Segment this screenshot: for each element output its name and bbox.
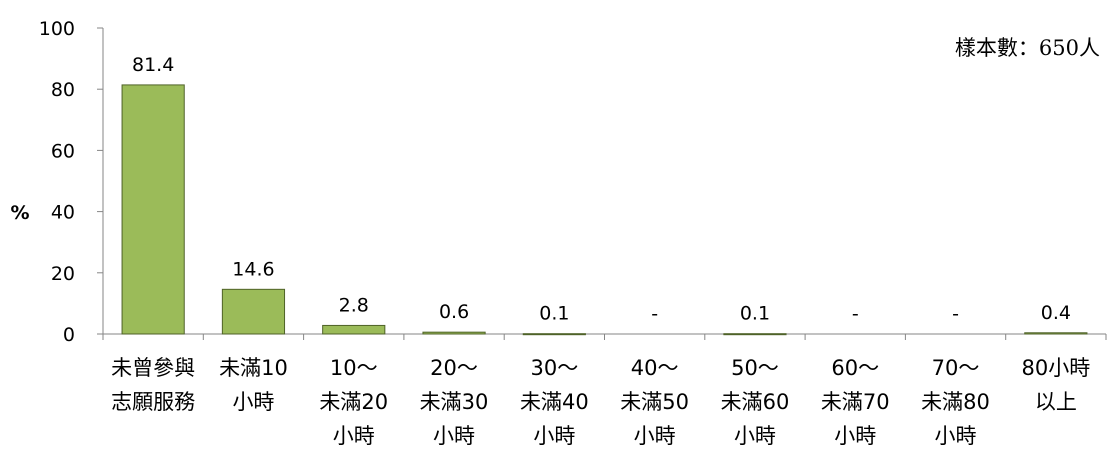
data-label: - [952, 303, 959, 325]
category-label: 小時 [834, 424, 876, 448]
bar [221, 288, 286, 335]
y-axis-title: % [10, 202, 29, 224]
category-label: 60～ [831, 356, 879, 380]
data-label: 0.4 [1041, 302, 1071, 324]
data-label: 0.6 [439, 301, 469, 323]
category-label: 小時 [734, 424, 776, 448]
category-label: 未滿10 [219, 356, 288, 380]
category-label: 小時 [935, 424, 977, 448]
data-label: 0.1 [539, 303, 569, 325]
y-tick-label: 100 [39, 18, 75, 40]
category-label: 未滿30 [420, 390, 489, 414]
category-label: 40～ [631, 356, 679, 380]
category-label: 未滿70 [821, 390, 890, 414]
y-tick-label: 0 [63, 324, 75, 346]
category-label: 50～ [731, 356, 779, 380]
category-label: 小時 [433, 424, 475, 448]
data-label: - [651, 303, 658, 325]
bar [723, 333, 787, 336]
y-tick-label: 80 [51, 79, 75, 101]
category-label: 未滿60 [721, 390, 790, 414]
bars [121, 84, 1088, 336]
data-label: - [852, 303, 859, 325]
bar [422, 331, 486, 335]
category-label: 志願服務 [111, 390, 195, 414]
y-tick-label: 40 [51, 202, 75, 224]
data-label: 0.1 [740, 303, 770, 325]
category-label: 小時 [634, 424, 676, 448]
category-label: 70～ [932, 356, 980, 380]
bar [322, 324, 386, 335]
category-label: 20～ [430, 356, 478, 380]
data-label: 81.4 [132, 54, 174, 76]
category-label: 80小時 [1021, 356, 1090, 380]
category-label: 未曾參與 [111, 356, 195, 380]
category-label: 小時 [333, 424, 375, 448]
category-label: 以上 [1035, 390, 1077, 414]
category-label: 10～ [330, 356, 378, 380]
category-label: 小時 [533, 424, 575, 448]
data-label: 2.8 [339, 294, 369, 316]
y-tick-label: 20 [51, 263, 75, 285]
category-label: 30～ [530, 356, 578, 380]
category-label: 未滿80 [921, 390, 990, 414]
bar [121, 84, 185, 335]
category-label: 未滿40 [520, 390, 589, 414]
category-label: 未滿20 [319, 390, 388, 414]
sample-size-note: 樣本數：650人 [955, 36, 1100, 60]
category-label: 小時 [232, 390, 274, 414]
bar [1024, 332, 1088, 335]
bar [522, 333, 586, 336]
category-label: 未滿50 [620, 390, 689, 414]
y-tick-label: 60 [51, 140, 75, 162]
data-label: 14.6 [232, 258, 274, 280]
